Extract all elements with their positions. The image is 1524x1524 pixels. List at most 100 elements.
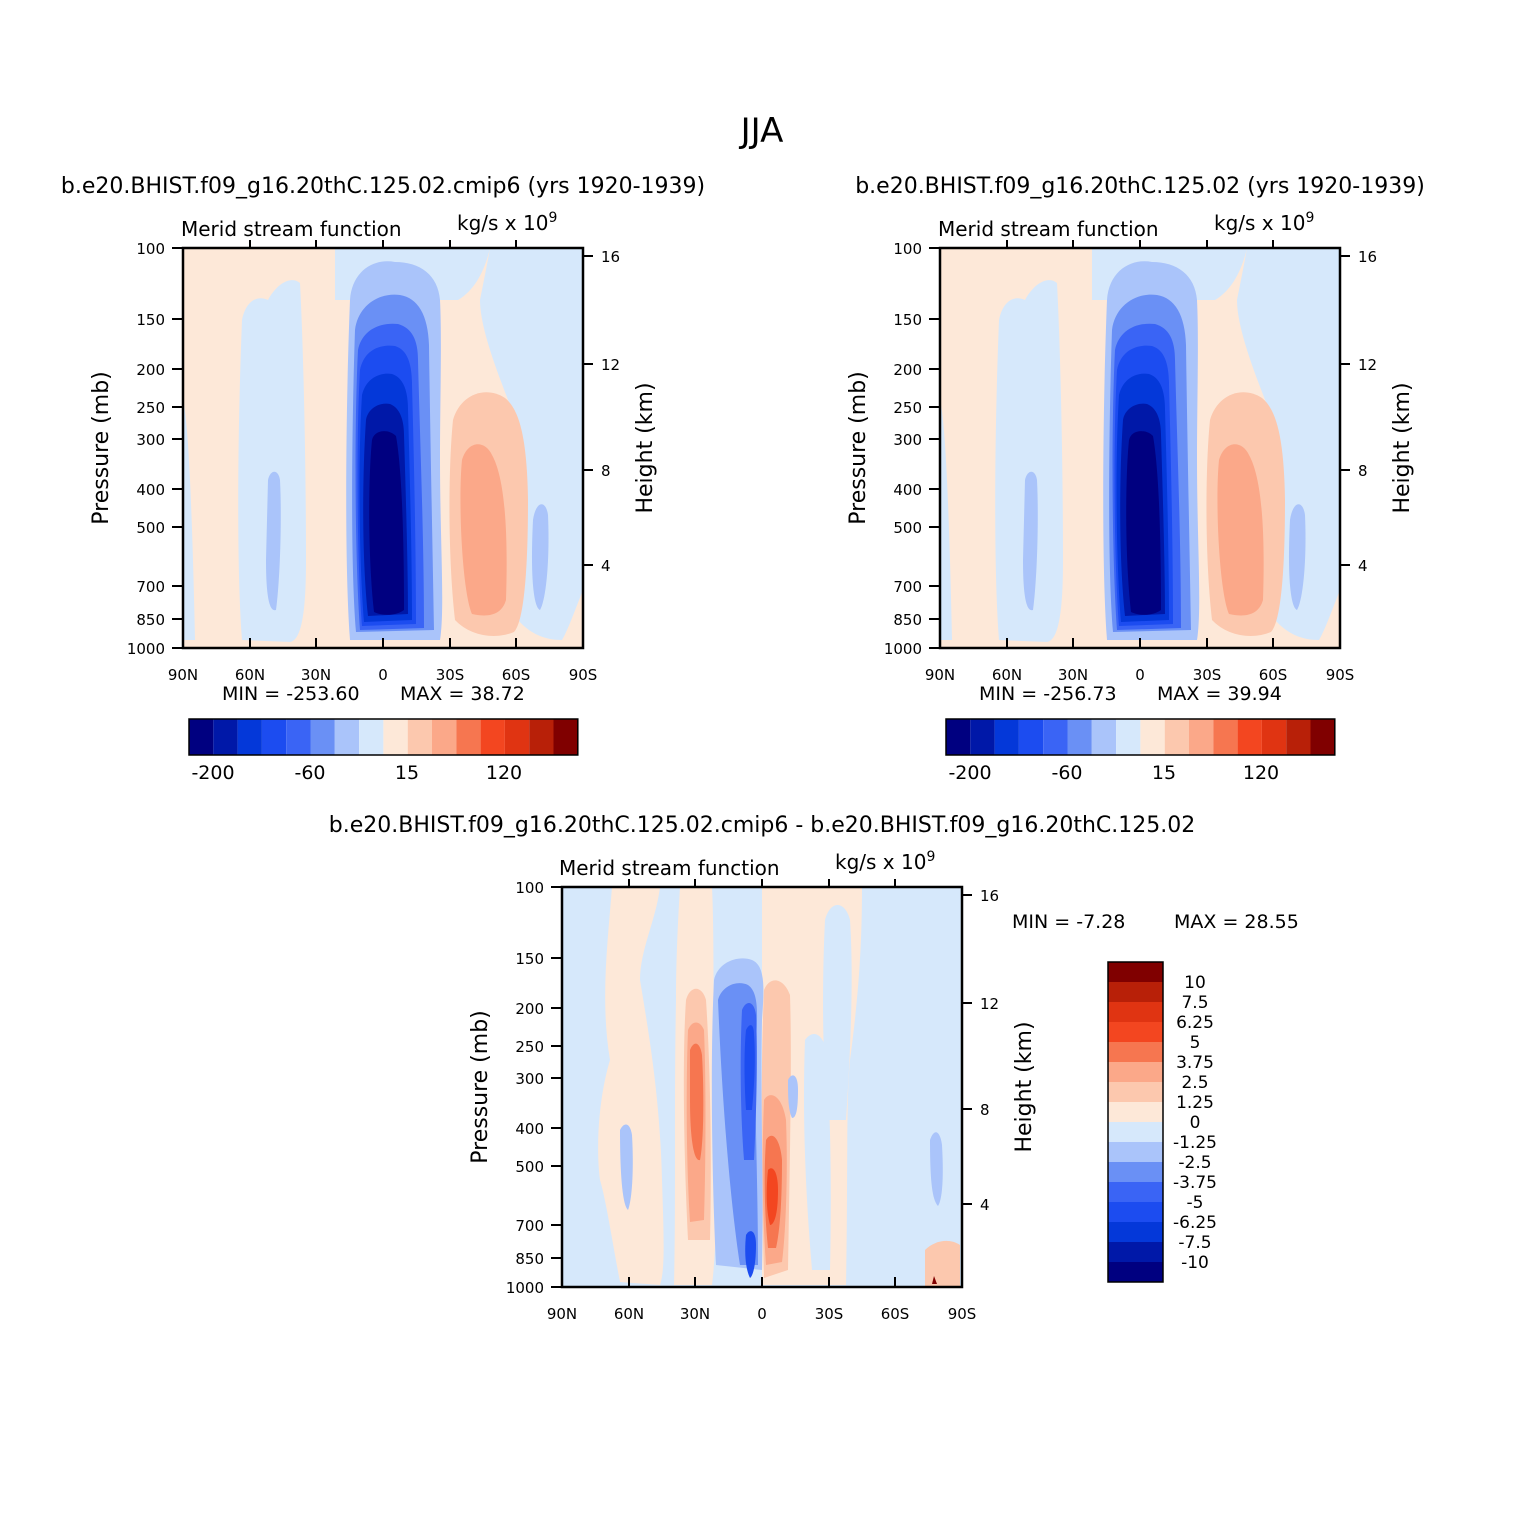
panel-1-ytick-label: 150 (136, 311, 165, 329)
panel-2-colorbar-label: 120 (1243, 762, 1279, 784)
panel-1-colorbar-swatch (553, 719, 578, 755)
panel-3-ylabel: Pressure (mb) (468, 1010, 493, 1164)
panel-1-xtick-label: 0 (378, 666, 388, 684)
panel-1-xtick-label: 60S (502, 666, 531, 684)
panel-2-max-label: MAX = 39.94 (1157, 683, 1282, 705)
panel-2-colorbar-label: 15 (1152, 762, 1176, 784)
panel-1-xtick-label: 30N (301, 666, 331, 684)
panel-1-contour-pos-sh-2 (460, 444, 507, 616)
panel-1-colorbar-swatch (480, 719, 505, 755)
panel-1-ytick-label: 200 (136, 361, 165, 379)
panel-3-contour-neg-30s-bit (788, 1075, 798, 1118)
panel-1-colorbar-swatch (432, 719, 457, 755)
panel-3-y-ticks: 100 150 200 250 300 400 500 700 850 1000 (506, 879, 544, 1297)
panel-1: b.e20.BHIST.f09_g16.20thC.125.02.cmip6 (… (61, 174, 705, 784)
panel-2-ylabel-right: Height (km) (1390, 382, 1415, 513)
panel-3-contour-pos-pole (925, 1240, 960, 1287)
panel-3-colorbar-swatch (1108, 1182, 1163, 1202)
panel-3-colorbar-label: 7.5 (1181, 993, 1208, 1013)
panel-1-title: b.e20.BHIST.f09_g16.20thC.125.02.cmip6 (… (61, 174, 705, 199)
panel-1-xtick-label: 60N (235, 666, 265, 684)
panel-3-contour-neg-nh-bit (620, 1124, 633, 1210)
panel-3-colorbar-label: -10 (1181, 1253, 1209, 1273)
panel-2-colorbar-swatch (1286, 719, 1311, 755)
panel-1-contour-edge (183, 400, 195, 640)
panel-3-ytick-label: 300 (515, 1070, 544, 1088)
panel-3-colorbar-label: 6.25 (1176, 1013, 1214, 1033)
panel-1-colorbar-label: -60 (294, 762, 325, 784)
panel-3-colorbar-swatch (1108, 1062, 1163, 1082)
panel-3-contour-neg-trop-4 (744, 1025, 755, 1110)
panel-3-colorbar-label: 1.25 (1176, 1093, 1214, 1113)
panel-2-xtick-label: 60N (992, 666, 1022, 684)
panel-2-colorbar-swatch (1091, 719, 1117, 755)
panel-2-colorbar-swatch (1213, 719, 1238, 755)
panel-2: b.e20.BHIST.f09_g16.20thC.125.02 (yrs 19… (846, 174, 1425, 784)
panel-1-xtick-label: 90N (168, 666, 198, 684)
panel-3-contour-pos-eq-core (766, 1168, 778, 1225)
panel-1-max-label: MAX = 38.72 (400, 683, 525, 705)
panel-1-y-tick-marks (172, 247, 183, 649)
panel-1-ytick-label: 500 (136, 519, 165, 537)
panel-3-colorbar: 10 7.5 6.25 5 3.75 2.5 1.25 0 -1.25 -2.5… (1107, 961, 1217, 1283)
panel-3-contour-pos-30n-core (690, 1043, 704, 1161)
panel-2-colorbar-label: -200 (948, 762, 991, 784)
panel-1-ylabel: Pressure (mb) (89, 371, 114, 525)
panel-2-units: kg/s x 109 (1214, 210, 1314, 235)
panel-1-colorbar-label: 120 (486, 762, 522, 784)
panel-3-colorbar-swatch (1108, 1102, 1163, 1122)
panel-2-htick-label: 4 (1358, 557, 1368, 575)
panel-2-htick-label: 8 (1358, 462, 1368, 480)
panel-1-ytick-label: 850 (136, 611, 165, 629)
panel-2-xtick-label: 90S (1326, 666, 1355, 684)
panel-2-colorbar-swatch (1164, 719, 1189, 755)
panel-1-min-label: MIN = -253.60 (222, 683, 360, 705)
panel-3-colorbar-label: -1.25 (1173, 1133, 1217, 1153)
panel-2-xtick-label: 60S (1259, 666, 1288, 684)
panel-2-htick-label: 16 (1358, 248, 1377, 266)
panel-3-contour-pos-nh-band (598, 887, 664, 1285)
panel-3-contour-neg-trop-low (745, 1231, 756, 1278)
panel-3-colorbar-label: -6.25 (1173, 1213, 1217, 1233)
panel-1-height-ticks: 16 12 8 4 (583, 248, 620, 575)
panel-3-ylabel-right: Height (km) (1012, 1021, 1037, 1152)
panel-3-contour-neg-sh-inner (803, 1034, 831, 1270)
panel-3-htick-label: 8 (980, 1101, 990, 1119)
panel-3-plot (560, 885, 964, 1289)
panel-2-colorbar: -200 -60 15 120 (945, 718, 1336, 784)
panel-1-colorbar-swatch (456, 719, 481, 755)
panel-2-ytick-label: 100 (893, 240, 922, 258)
panel-2-height-ticks: 16 12 8 4 (1340, 248, 1377, 575)
panel-1-units-text: kg/s x 10 (457, 211, 548, 235)
panel-3-colorbar-swatch (1108, 1082, 1163, 1102)
panel-1-ytick-label: 400 (136, 481, 165, 499)
panel-2-colorbar-swatch (1116, 719, 1141, 755)
panel-1-contour-nh-inner (266, 471, 281, 611)
panel-3-colorbar-swatch (1108, 1262, 1163, 1282)
panel-3-ytick-label: 100 (515, 879, 544, 897)
panel-3-xtick-label: 0 (757, 1305, 767, 1323)
panel-1-ytick-label: 1000 (127, 640, 165, 658)
panel-1-x-tick-marks (249, 240, 517, 648)
panel-2-colorbar-swatch (994, 719, 1019, 755)
panel-2-colorbar-swatch (1067, 719, 1092, 755)
panel-1-colorbar-swatch (359, 719, 384, 755)
panel-3-colorbar-swatch (1108, 962, 1163, 982)
panel-2-xtick-label: 30N (1058, 666, 1088, 684)
panel-2-colorbar-swatch (946, 719, 971, 755)
panel-2-xtick-label: 30S (1193, 666, 1222, 684)
panel-1-ylabel-right: Height (km) (633, 382, 658, 513)
panel-3-colorbar-swatch (1108, 1202, 1163, 1222)
panel-2-y-tick-marks (929, 247, 940, 649)
panel-1-colorbar-swatch (407, 719, 432, 755)
panel-1-colorbar-swatch (189, 719, 214, 755)
panel-3-colorbar-label: -7.5 (1178, 1233, 1211, 1253)
panel-3-x-tick-marks (628, 879, 896, 1287)
panel-3-colorbar-labels: 10 7.5 6.25 5 3.75 2.5 1.25 0 -1.25 -2.5… (1173, 973, 1217, 1273)
panel-3-colorbar-swatch (1108, 1142, 1163, 1162)
panel-1-units: kg/s x 109 (457, 210, 557, 235)
panel-1-colorbar-frame (188, 718, 579, 756)
panel-3-ytick-label: 150 (515, 950, 544, 968)
panel-1-ytick-label: 700 (136, 578, 165, 596)
